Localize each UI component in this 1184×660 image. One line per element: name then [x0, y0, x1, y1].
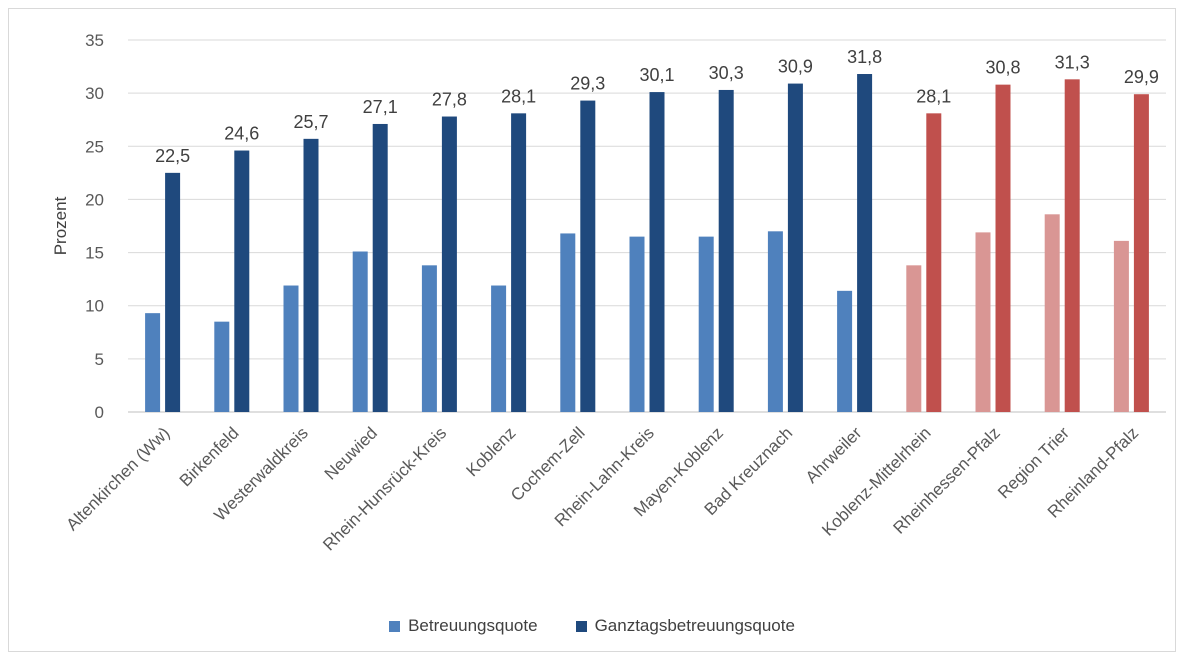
x-tick-label: Altenkirchen (Ww) [62, 423, 173, 534]
bar-ganztagsbetreuungsquote [1133, 94, 1149, 412]
bar-betreuungsquote [491, 285, 507, 412]
data-label-ganztagsbetreuungsquote: 27,8 [432, 90, 467, 110]
data-label-ganztagsbetreuungsquote: 30,1 [639, 65, 674, 85]
bar-betreuungsquote [1044, 214, 1060, 412]
bar-betreuungsquote [283, 285, 299, 412]
bar-ganztagsbetreuungsquote [718, 89, 734, 412]
bar-betreuungsquote [837, 290, 853, 412]
bar-betreuungsquote [421, 265, 437, 412]
data-label-ganztagsbetreuungsquote: 30,3 [709, 63, 744, 83]
y-axis-title: Prozent [51, 196, 70, 255]
y-tick-label: 30 [85, 84, 104, 103]
legend-item: Ganztagsbetreuungsquote [575, 616, 795, 636]
bar-ganztagsbetreuungsquote [1064, 79, 1080, 412]
y-tick-label: 10 [85, 297, 104, 316]
y-tick-label: 25 [85, 137, 104, 156]
gridlines [128, 39, 1166, 413]
legend: Betreuungsquote Ganztagsbetreuungsquote [0, 614, 1184, 638]
y-tick-label: 5 [95, 350, 104, 369]
bar-betreuungsquote [698, 236, 714, 412]
x-tick-label: Birkenfeld [176, 423, 243, 490]
bar-ganztagsbetreuungsquote [511, 113, 527, 412]
bar-ganztagsbetreuungsquote [441, 116, 457, 413]
bar-ganztagsbetreuungsquote [787, 83, 803, 412]
bar-ganztagsbetreuungsquote [303, 138, 319, 413]
bar-betreuungsquote [1113, 240, 1129, 412]
bar-ganztagsbetreuungsquote [580, 100, 596, 412]
data-label-ganztagsbetreuungsquote: 25,7 [293, 112, 328, 132]
bar-betreuungsquote [767, 231, 783, 412]
bar-ganztagsbetreuungsquote [649, 92, 665, 412]
y-tick-label: 20 [85, 190, 104, 209]
bars [145, 74, 1149, 413]
data-labels: 22,5 24,6 25,7 27,1 27,8 28,1 29,3 30,1 30,3 30,9… [155, 47, 1159, 166]
bar-betreuungsquote [975, 232, 991, 412]
data-label-ganztagsbetreuungsquote: 30,8 [985, 58, 1020, 78]
legend-swatch-betreuungsquote [389, 620, 401, 632]
legend-label: Betreuungsquote [408, 616, 538, 635]
bar-betreuungsquote [906, 265, 922, 412]
y-axis-ticks: 0 5 10 15 20 25 30 35 [85, 31, 104, 422]
bar-ganztagsbetreuungsquote [165, 172, 181, 412]
bar-ganztagsbetreuungsquote [995, 84, 1011, 412]
y-tick-label: 15 [85, 244, 104, 263]
x-axis-ticks: Altenkirchen (Ww) BirkenfeldWesterwaldkre… [62, 423, 1142, 554]
bar-betreuungsquote [629, 236, 645, 412]
x-tick-label: Ahrweiler [802, 423, 866, 487]
bar-ganztagsbetreuungsquote [857, 74, 873, 413]
bar-betreuungsquote [214, 321, 230, 412]
bar-betreuungsquote [145, 313, 161, 412]
legend-swatch-ganztagsbetreuungsquote [575, 620, 587, 632]
y-tick-label: 35 [85, 31, 104, 50]
bar-betreuungsquote [352, 251, 368, 412]
bar-ganztagsbetreuungsquote [926, 113, 942, 412]
data-label-ganztagsbetreuungsquote: 31,8 [847, 47, 882, 67]
x-tick-label: Rhein-Hunsrück-Kreis [319, 423, 450, 554]
legend-label: Ganztagsbetreuungsquote [594, 616, 795, 635]
data-label-ganztagsbetreuungsquote: 31,3 [1055, 52, 1090, 72]
data-label-ganztagsbetreuungsquote: 24,6 [224, 124, 259, 144]
bar-betreuungsquote [560, 233, 576, 412]
data-label-ganztagsbetreuungsquote: 22,5 [155, 146, 190, 166]
legend-item: Betreuungsquote [389, 616, 538, 636]
y-tick-label: 0 [95, 403, 104, 422]
bar-ganztagsbetreuungsquote [372, 123, 388, 413]
data-label-ganztagsbetreuungsquote: 28,1 [916, 86, 951, 106]
x-tick-label: Neuwied [321, 423, 381, 483]
data-label-ganztagsbetreuungsquote: 29,9 [1124, 67, 1159, 87]
bar-ganztagsbetreuungsquote [234, 150, 250, 412]
data-label-ganztagsbetreuungsquote: 30,9 [778, 57, 813, 77]
data-label-ganztagsbetreuungsquote: 27,1 [363, 97, 398, 117]
data-label-ganztagsbetreuungsquote: 29,3 [570, 74, 605, 94]
x-tick-label: Koblenz [463, 423, 520, 480]
data-label-ganztagsbetreuungsquote: 28,1 [501, 86, 536, 106]
